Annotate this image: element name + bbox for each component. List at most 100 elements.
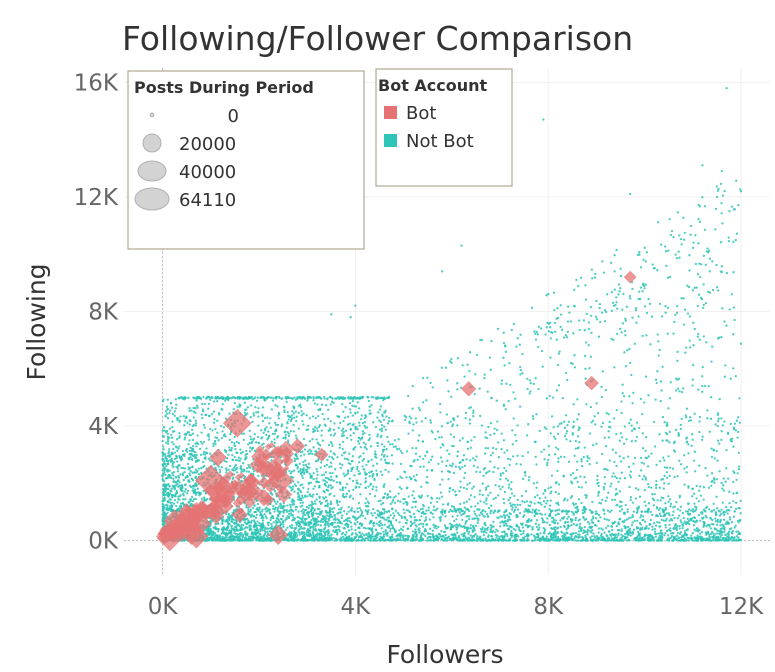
not-bot-point bbox=[641, 536, 644, 539]
not-bot-point bbox=[332, 536, 336, 540]
not-bot-point bbox=[636, 535, 639, 538]
not-bot-point bbox=[480, 528, 484, 531]
not-bot-point bbox=[245, 466, 249, 470]
not-bot-point bbox=[330, 533, 333, 536]
not-bot-point bbox=[287, 434, 291, 438]
not-bot-point bbox=[672, 527, 675, 531]
not-bot-point bbox=[371, 531, 374, 534]
not-bot-point bbox=[234, 447, 237, 451]
not-bot-point bbox=[641, 526, 644, 529]
not-bot-point bbox=[471, 539, 474, 542]
not-bot-point bbox=[325, 481, 329, 484]
not-bot-point bbox=[370, 528, 374, 532]
not-bot-point bbox=[261, 536, 264, 539]
not-bot-point bbox=[341, 440, 345, 444]
not-bot-point bbox=[307, 514, 310, 517]
not-bot-point bbox=[571, 538, 574, 541]
not-bot-point bbox=[721, 537, 724, 540]
not-bot-point bbox=[289, 512, 293, 515]
not-bot-point bbox=[173, 486, 177, 490]
not-bot-point bbox=[330, 465, 333, 468]
not-bot-point bbox=[225, 469, 228, 472]
not-bot-point bbox=[380, 527, 383, 530]
not-bot-point bbox=[483, 527, 486, 530]
not-bot-point bbox=[338, 538, 341, 541]
not-bot-point bbox=[374, 425, 378, 429]
not-bot-point bbox=[331, 471, 334, 475]
not-bot-point bbox=[312, 517, 316, 520]
not-bot-point bbox=[675, 526, 678, 530]
not-bot-point bbox=[723, 530, 726, 534]
not-bot-point bbox=[735, 530, 738, 533]
not-bot-point bbox=[567, 515, 570, 518]
not-bot-point bbox=[448, 522, 452, 525]
not-bot-point bbox=[386, 532, 389, 535]
not-bot-point bbox=[186, 462, 190, 466]
not-bot-point bbox=[696, 534, 699, 537]
not-bot-point bbox=[261, 539, 264, 542]
not-bot-point bbox=[177, 507, 180, 510]
not-bot-point bbox=[422, 510, 425, 514]
not-bot-point bbox=[722, 511, 725, 515]
not-bot-point bbox=[360, 512, 364, 515]
not-bot-point bbox=[341, 403, 344, 406]
not-bot-point bbox=[363, 417, 367, 420]
not-bot-point bbox=[246, 526, 249, 529]
not-bot-point bbox=[244, 530, 247, 533]
not-bot-point bbox=[531, 511, 534, 514]
not-bot-point bbox=[175, 454, 178, 457]
not-bot-point bbox=[712, 538, 715, 542]
not-bot-point bbox=[286, 526, 289, 529]
not-bot-point bbox=[368, 527, 371, 530]
not-bot-point bbox=[355, 479, 358, 482]
not-bot-point bbox=[629, 534, 632, 537]
not-bot-point bbox=[476, 521, 479, 524]
not-bot-point bbox=[620, 508, 624, 511]
not-bot-point bbox=[392, 512, 395, 515]
not-bot-point bbox=[261, 406, 265, 409]
not-bot-point bbox=[227, 468, 230, 471]
not-bot-point bbox=[633, 537, 636, 541]
not-bot-point bbox=[425, 523, 428, 526]
not-bot-point bbox=[377, 514, 380, 518]
not-bot-point bbox=[212, 530, 215, 533]
not-bot-point bbox=[578, 525, 581, 528]
not-bot-point bbox=[278, 505, 281, 508]
not-bot-point bbox=[503, 530, 506, 534]
not-bot-point bbox=[721, 523, 724, 526]
not-bot-point bbox=[536, 538, 539, 542]
not-bot-point bbox=[380, 473, 384, 477]
not-bot-point bbox=[309, 527, 312, 530]
not-bot-point bbox=[209, 529, 213, 532]
not-bot-point bbox=[372, 421, 375, 424]
not-bot-point bbox=[424, 534, 427, 538]
not-bot-point bbox=[289, 430, 293, 433]
not-bot-point bbox=[544, 513, 547, 516]
not-bot-point bbox=[166, 407, 170, 411]
not-bot-point bbox=[548, 508, 551, 511]
not-bot-point bbox=[313, 522, 316, 525]
not-bot-point bbox=[201, 402, 204, 406]
not-bot-point bbox=[337, 525, 340, 528]
not-bot-point bbox=[221, 403, 224, 406]
not-bot-point bbox=[521, 538, 524, 541]
not-bot-point bbox=[240, 532, 243, 535]
not-bot-point bbox=[207, 438, 211, 441]
not-bot-point bbox=[442, 534, 445, 538]
not-bot-point bbox=[389, 527, 392, 531]
not-bot-point bbox=[497, 538, 501, 542]
not-bot-point bbox=[165, 459, 168, 463]
not-bot-point bbox=[414, 531, 417, 534]
not-bot-point bbox=[667, 534, 670, 537]
not-bot-point bbox=[314, 525, 317, 528]
not-bot-point bbox=[441, 539, 445, 542]
not-bot-point bbox=[331, 507, 334, 511]
not-bot-point bbox=[708, 523, 711, 527]
not-bot-point bbox=[233, 401, 236, 405]
not-bot-point bbox=[242, 438, 245, 441]
not-bot-point bbox=[294, 484, 298, 488]
not-bot-point bbox=[369, 539, 373, 542]
not-bot-point bbox=[636, 530, 640, 534]
not-bot-point bbox=[182, 494, 185, 497]
not-bot-point bbox=[279, 502, 282, 505]
